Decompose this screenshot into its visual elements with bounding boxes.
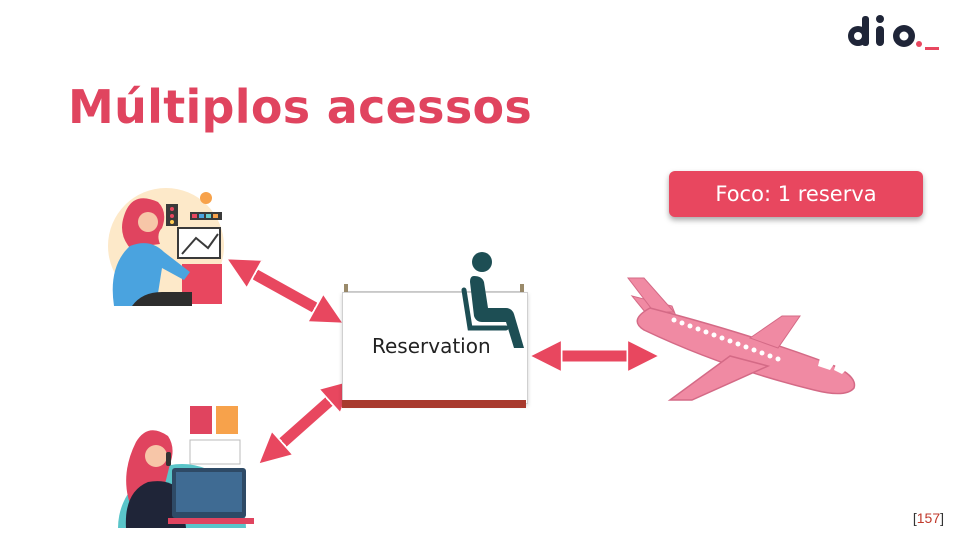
arrow-bottom-left [270,390,342,454]
focus-badge: Foco: 1 reserva [669,171,923,217]
page-number: [157] [913,510,944,526]
slide-title: Múltiplos acessos [68,80,533,134]
woman-at-desk-icon [108,188,224,306]
arrow-top-left [240,266,330,316]
reservation-board-base [342,400,526,408]
reservation-label: Reservation [372,334,491,358]
woman-on-phone-icon [118,406,254,528]
page-bracket-open: [ [912,510,917,526]
dio-logo [848,15,939,50]
airplane-icon [626,277,856,401]
seated-person-icon [461,252,524,348]
page-bracket-close: ] [940,510,944,526]
page-number-value: 157 [916,510,941,526]
